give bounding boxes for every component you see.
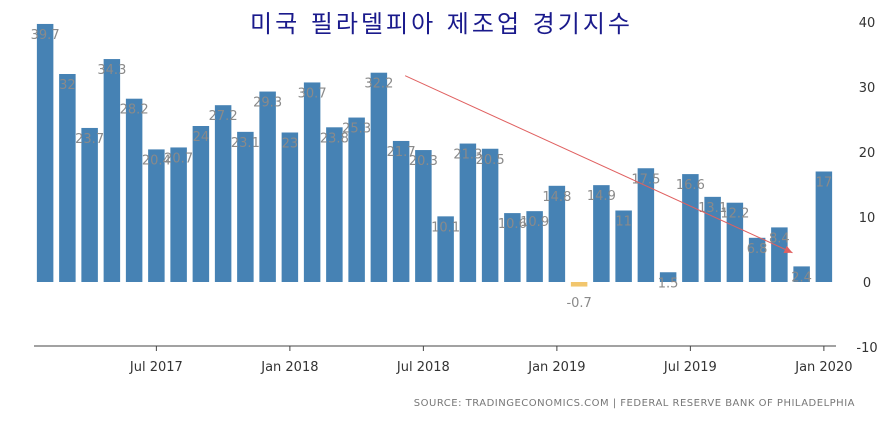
y-tick-label: 20 — [859, 146, 876, 161]
axes-group: Jul 2017 Jan 2018 Jul 2018 Jan 2019 Jul 2019… — [34, 16, 878, 375]
bar-2017-09 — [192, 126, 210, 282]
bar-2019-02 — [570, 282, 588, 287]
bar-2017-03 — [59, 74, 76, 282]
data-label: 8.4 — [769, 231, 790, 246]
bar-2017-04 — [81, 127, 98, 282]
bar-2019-03 — [593, 185, 610, 282]
bar-2018-06 — [392, 140, 410, 282]
bar-2018-07 — [415, 150, 432, 282]
bar-2019-12 — [793, 266, 810, 282]
data-label: 20.3 — [409, 154, 438, 169]
data-label: 20.5 — [476, 153, 505, 168]
data-label: 34.3 — [97, 63, 126, 78]
bar-2018-12 — [526, 211, 543, 282]
data-label: 2.4 — [791, 270, 812, 285]
bar-2018-08 — [437, 216, 454, 282]
data-label: 1.5 — [658, 276, 679, 291]
data-label: 32.2 — [364, 77, 393, 92]
data-label: 24 — [193, 130, 210, 145]
bar-2018-09 — [459, 143, 477, 282]
bar-2018-04 — [348, 117, 365, 282]
data-label: 14.9 — [587, 189, 616, 204]
data-label: 12.2 — [720, 207, 749, 222]
bar-2019-07 — [682, 174, 699, 282]
data-label: -0.7 — [566, 296, 591, 311]
bar-2019-10 — [748, 237, 766, 282]
trendline-arrowhead — [783, 245, 793, 253]
data-label: 13.1 — [698, 201, 727, 216]
x-tick-label: Jan 2018 — [260, 360, 318, 375]
data-label: 29.3 — [253, 96, 282, 111]
x-tick-label: Jan 2020 — [794, 360, 852, 375]
data-label: 23.1 — [231, 136, 260, 151]
bar-2017-11 — [237, 131, 254, 282]
bar-2017-06 — [125, 98, 143, 282]
data-label: 16.6 — [676, 178, 705, 193]
y-tick-label: 10 — [859, 211, 876, 226]
data-label: 30.7 — [298, 86, 327, 101]
data-label: 28.2 — [120, 103, 149, 118]
y-tick-label: 0 — [863, 276, 871, 291]
y-tick-label: 40 — [859, 16, 876, 31]
data-label: 17.5 — [631, 172, 660, 187]
data-label: 25.3 — [342, 122, 371, 137]
data-label: 23.7 — [75, 132, 104, 147]
data-label: 6.8 — [747, 242, 768, 257]
data-label: 14.8 — [542, 190, 571, 205]
bar-2019-04 — [615, 210, 632, 282]
bar-2019-05 — [637, 168, 655, 282]
bar-2018-05 — [370, 72, 388, 282]
bar-2020-01 — [815, 171, 833, 282]
data-label: 23.8 — [320, 131, 349, 146]
bars-group — [36, 23, 833, 287]
bar-2017-12 — [259, 91, 276, 282]
data-labels-group: 39.7 32 23.7 34.3 28.2 20.420.724 27.2 23.1 29.3… — [31, 28, 833, 311]
trendline-group — [404, 75, 793, 254]
data-label: 20.4 — [142, 153, 171, 168]
data-label: 32 — [59, 78, 76, 93]
bar-2018-03 — [326, 127, 343, 282]
bar-2019-06 — [659, 272, 677, 282]
bar-2017-08 — [170, 147, 187, 282]
x-tick-label: Jul 2017 — [129, 360, 183, 375]
y-tick-label: 30 — [859, 81, 876, 96]
bar-2019-11 — [771, 227, 788, 282]
bar-2018-10 — [481, 148, 499, 282]
source-note: SOURCE: TRADINGECONOMICS.COM | FEDERAL R… — [413, 398, 855, 409]
data-label: 20.7 — [164, 151, 193, 166]
data-label: 23 — [282, 137, 299, 152]
bar-2017-05 — [103, 59, 121, 282]
data-label: 17 — [816, 176, 833, 191]
x-tick-label: Jul 2018 — [396, 360, 450, 375]
data-label: 21.3 — [453, 148, 482, 163]
bar-2018-02 — [303, 82, 321, 282]
x-tick-label: Jan 2019 — [527, 360, 585, 375]
x-tick-label: Jul 2019 — [663, 360, 717, 375]
trendline — [404, 75, 793, 254]
data-label: 39.7 — [31, 28, 60, 43]
data-label: 10.1 — [431, 220, 460, 235]
bar-2018-11 — [504, 213, 521, 282]
bar-2019-01 — [548, 185, 566, 282]
data-label: 27.2 — [209, 109, 238, 124]
data-label: 21.7 — [387, 145, 416, 160]
bar-2018-01 — [281, 132, 299, 282]
chart-title: 미국 필라델피아 제조업 경기지수 — [249, 10, 633, 38]
bar-2019-09 — [726, 202, 744, 282]
bar-2017-02 — [36, 23, 54, 282]
bar-2017-10 — [214, 105, 232, 282]
y-tick-label: -10 — [856, 341, 877, 356]
data-label: 10.9 — [520, 215, 549, 230]
data-label: 10.6 — [498, 217, 527, 232]
data-label: 11 — [615, 215, 632, 230]
bar-2017-07 — [148, 149, 165, 282]
